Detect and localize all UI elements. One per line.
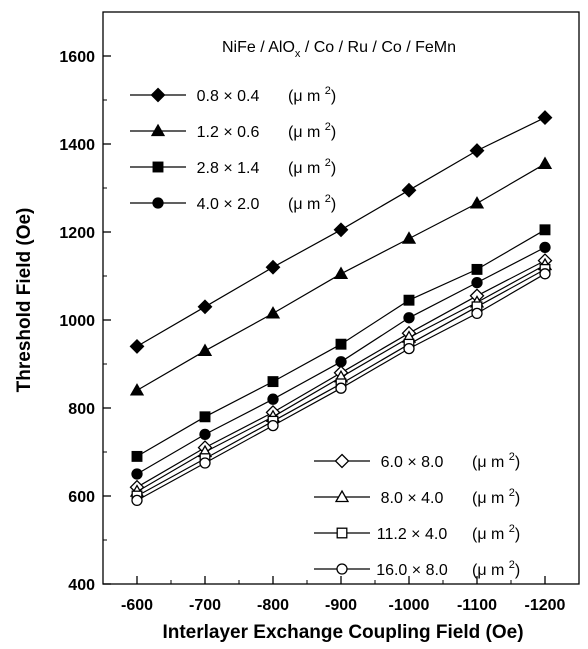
legend-unit: (μ m 2) [288, 85, 336, 105]
data-point [197, 343, 213, 356]
legend-unit: (μ m 2) [472, 451, 520, 471]
y-tick-label: 1600 [59, 49, 95, 66]
data-point [537, 156, 553, 169]
x-tick-label: -1200 [525, 597, 566, 614]
x-axis-ticks: -600 -700 -800 -900 -1000 -1100 -1200 [121, 576, 566, 614]
legend-entry: 16.0 × 8.0 (μ m 2) [314, 559, 520, 579]
legend-marker [334, 489, 350, 503]
y-axis-ticks: 400 600 800 1000 1200 1400 1600 [59, 49, 111, 594]
data-point [267, 393, 279, 405]
legend-marker [152, 197, 164, 209]
legend-marker [336, 563, 348, 575]
series-3 [131, 224, 551, 462]
legend-label: 6.0 × 8.0 [381, 454, 444, 471]
data-point [471, 263, 483, 275]
series-layer [129, 110, 553, 507]
data-point [131, 494, 143, 507]
data-point [335, 356, 347, 368]
legend-top: 0.8 × 0.4 (μ m 2)1.2 × 0.6 (μ m 2)2.8 × 1.… [130, 85, 336, 213]
data-point [267, 419, 279, 432]
legend-marker [334, 453, 350, 469]
legend-marker [150, 87, 166, 103]
legend-label: 11.2 × 4.0 [377, 526, 448, 543]
data-point [199, 411, 211, 423]
x-tick-label: -700 [189, 597, 221, 614]
data-point [539, 224, 551, 236]
y-tick-label: 1200 [59, 225, 95, 242]
legend-unit: (μ m 2) [472, 523, 520, 543]
legend-entry: 11.2 × 4.0 (μ m 2) [314, 523, 520, 543]
data-point [265, 259, 281, 275]
legend-unit: (μ m 2) [288, 193, 336, 213]
data-point [265, 306, 281, 319]
data-point [403, 342, 415, 355]
x-tick-label: -1000 [389, 597, 430, 614]
data-point [131, 468, 143, 480]
data-point [197, 299, 213, 315]
data-point [401, 182, 417, 198]
data-point [333, 266, 349, 279]
annotation-stack-label: NiFe / AlOx / Co / Ru / Co / FeMn [222, 39, 456, 60]
legend-label: 8.0 × 4.0 [381, 490, 444, 507]
legend-entry: 8.0 × 4.0 (μ m 2) [314, 487, 520, 507]
data-point [539, 241, 551, 254]
data-point [403, 312, 415, 324]
data-point [469, 196, 485, 209]
legend-marker [150, 123, 166, 137]
legend-label: 4.0 × 2.0 [197, 196, 260, 213]
legend-entry: 2.8 × 1.4 (μ m 2) [130, 157, 336, 177]
legend-bottom: 6.0 × 8.0 (μ m 2)8.0 × 4.0 (μ m 2)11.2 × 4… [314, 451, 520, 579]
data-point [539, 268, 551, 280]
x-tick-label: -800 [257, 597, 289, 614]
data-point [469, 143, 485, 159]
data-point [471, 276, 483, 289]
legend-entry: 0.8 × 0.4 (μ m 2) [130, 85, 336, 105]
legend-entry: 4.0 × 2.0 (μ m 2) [130, 193, 336, 213]
legend-unit: (μ m 2) [288, 157, 336, 177]
legend-entry: 1.2 × 0.6 (μ m 2) [130, 121, 336, 141]
data-point [199, 428, 211, 441]
data-point [199, 457, 211, 469]
data-point [401, 231, 417, 244]
x-axis-label: Interlayer Exchange Coupling Field (Oe) [162, 622, 523, 643]
data-point [129, 383, 145, 396]
data-point [335, 338, 347, 350]
data-point [335, 382, 347, 394]
series-8 [131, 268, 551, 507]
legend-marker [152, 161, 164, 173]
y-tick-label: 400 [68, 577, 95, 594]
legend-label: 1.2 × 0.6 [197, 124, 260, 141]
data-point [131, 450, 143, 462]
legend-label: 2.8 × 1.4 [197, 160, 260, 177]
data-point [267, 376, 279, 388]
legend-entry: 6.0 × 8.0 (μ m 2) [314, 451, 520, 471]
x-tick-label: -1100 [457, 597, 497, 614]
y-tick-label: 800 [68, 401, 95, 418]
legend-label: 16.0 × 8.0 [376, 562, 448, 579]
data-point [471, 307, 483, 320]
y-tick-label: 600 [68, 489, 95, 506]
legend-unit: (μ m 2) [472, 487, 520, 507]
series-2 [129, 156, 553, 396]
y-tick-label: 1000 [59, 313, 95, 330]
data-point [403, 294, 415, 306]
series-4 [131, 241, 551, 480]
y-axis-label: Threshold Field (Oe) [14, 208, 35, 393]
data-point [333, 222, 349, 238]
x-tick-label: -600 [121, 597, 153, 614]
legend-unit: (μ m 2) [288, 121, 336, 141]
legend-marker [336, 527, 348, 539]
legend-unit: (μ m 2) [472, 559, 520, 579]
series-1 [129, 110, 553, 354]
legend-label: 0.8 × 0.4 [197, 88, 260, 105]
data-point [129, 338, 145, 354]
data-point [537, 110, 553, 126]
y-tick-label: 1400 [59, 137, 95, 154]
x-tick-label: -900 [325, 597, 357, 614]
